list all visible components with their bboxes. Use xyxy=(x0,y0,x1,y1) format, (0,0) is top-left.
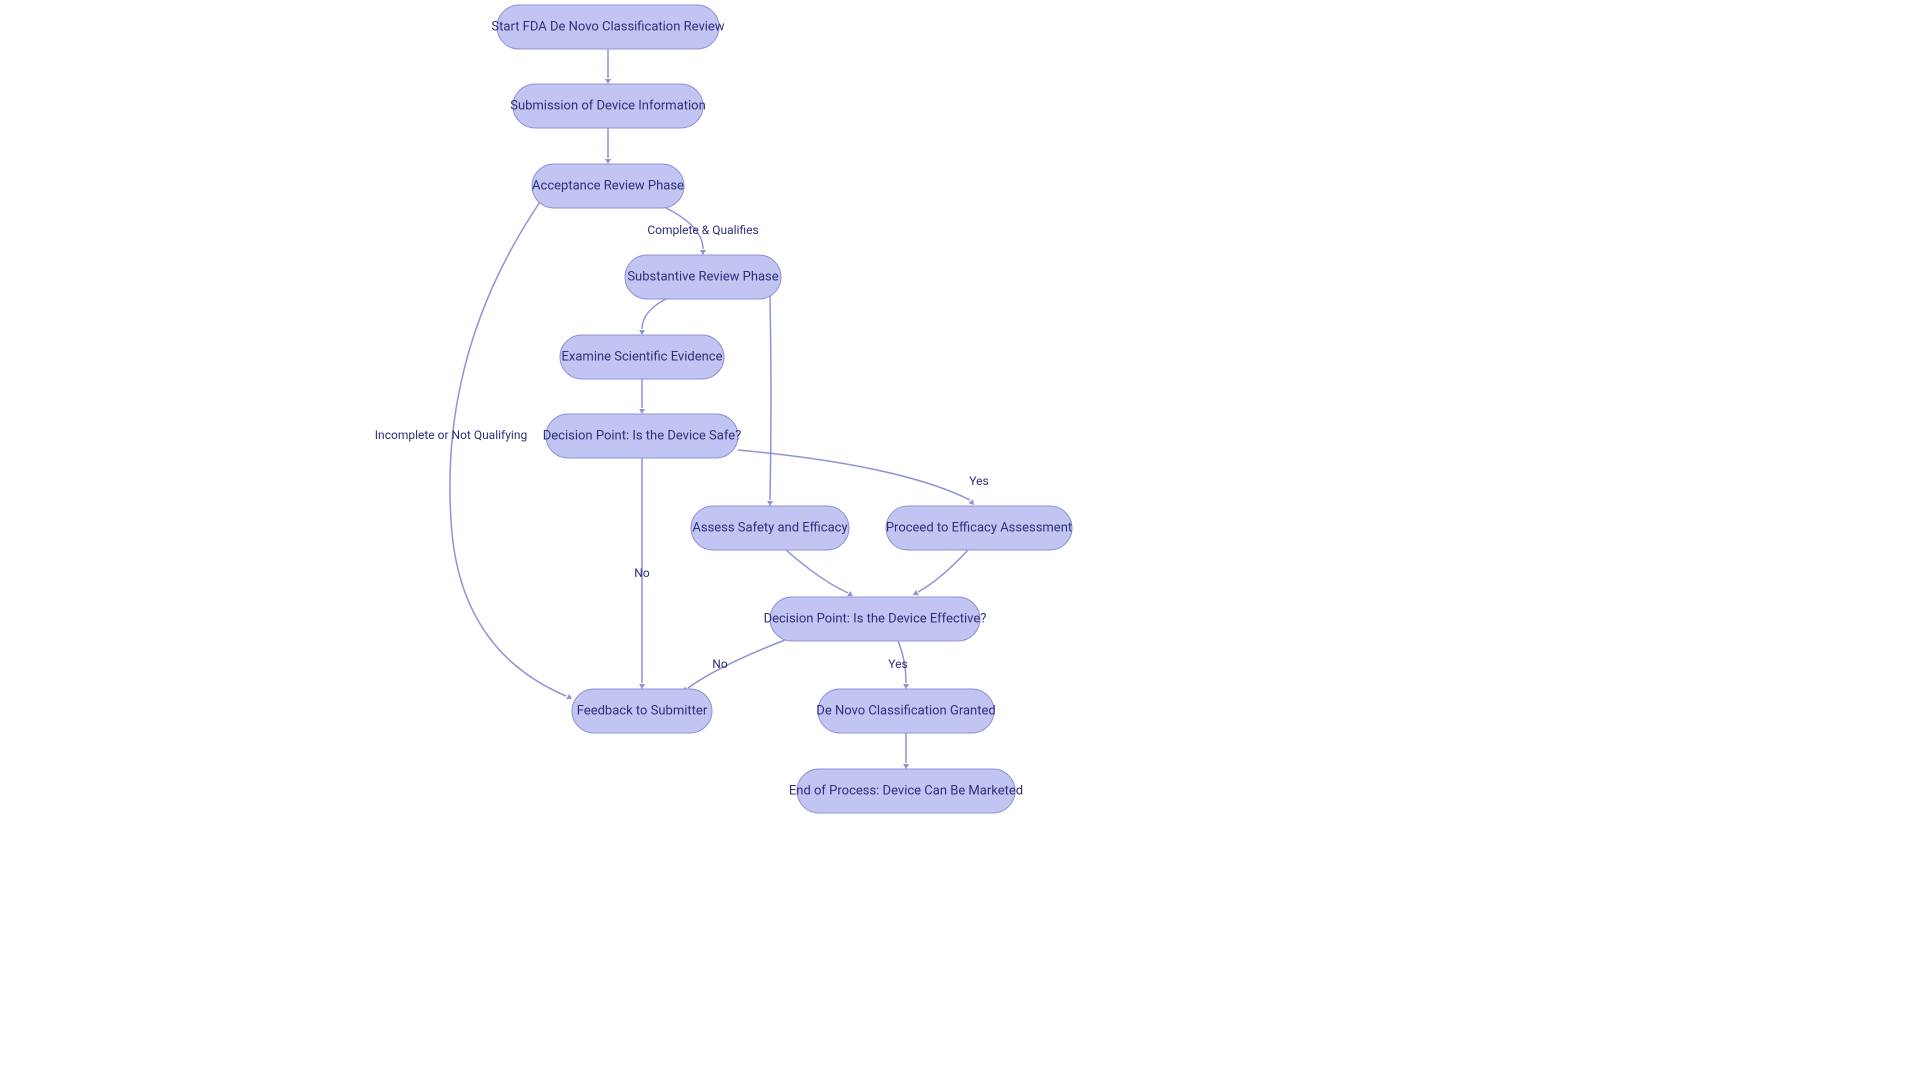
arrowhead-icon xyxy=(566,694,572,699)
arrowhead-icon xyxy=(903,764,909,769)
node-label-effective: Decision Point: Is the Device Effective? xyxy=(764,611,987,626)
node-examine: Examine Scientific Evidence xyxy=(560,335,724,379)
edge-subst-examine xyxy=(642,297,670,329)
node-submit: Submission of Device Information xyxy=(510,84,706,128)
node-label-feedback: Feedback to Submitter xyxy=(577,703,708,718)
arrowhead-icon xyxy=(700,250,706,255)
node-label-safe: Decision Point: Is the Device Safe? xyxy=(543,428,742,443)
node-label-examine: Examine Scientific Evidence xyxy=(562,349,723,364)
arrowhead-icon xyxy=(913,590,919,595)
node-label-assess: Assess Safety and Efficacy xyxy=(692,520,847,535)
arrowhead-icon xyxy=(639,409,645,414)
node-accept: Acceptance Review Phase xyxy=(532,164,684,208)
node-label-subst: Substantive Review Phase xyxy=(627,269,778,284)
edge-subst-assess xyxy=(770,296,771,500)
node-label-proceed: Proceed to Efficacy Assessment xyxy=(886,520,1072,535)
edge-effective-feedback xyxy=(688,638,790,688)
nodes-group: Start FDA De Novo Classification Review S… xyxy=(491,5,1072,813)
node-assess: Assess Safety and Efficacy xyxy=(691,506,849,550)
edge-safe-proceed xyxy=(738,450,970,500)
edge-label-accept-feedback: Incomplete or Not Qualifying xyxy=(375,428,527,442)
arrowhead-icon xyxy=(903,684,909,689)
node-feedback: Feedback to Submitter xyxy=(572,689,712,733)
node-label-start: Start FDA De Novo Classification Review xyxy=(491,19,724,34)
arrowhead-icon xyxy=(847,591,853,596)
node-granted: De Novo Classification Granted xyxy=(816,689,995,733)
arrowhead-icon xyxy=(639,330,645,335)
node-subst: Substantive Review Phase xyxy=(625,255,781,299)
edge-label-safe-proceed: Yes xyxy=(969,474,988,488)
edge-accept-feedback xyxy=(450,202,566,696)
node-label-accept: Acceptance Review Phase xyxy=(532,178,684,193)
node-label-end: End of Process: Device Can Be Marketed xyxy=(789,783,1023,798)
edge-assess-effective xyxy=(786,550,848,593)
node-start: Start FDA De Novo Classification Review xyxy=(491,5,724,49)
node-end: End of Process: Device Can Be Marketed xyxy=(789,769,1023,813)
edge-label-effective-feedback: No xyxy=(712,657,728,671)
edge-label-safe-feedback: No xyxy=(634,566,650,580)
edge-proceed-effective xyxy=(918,550,968,592)
node-safe: Decision Point: Is the Device Safe? xyxy=(543,414,742,458)
edge-label-accept-subst: Complete & Qualifies xyxy=(647,223,758,237)
node-label-granted: De Novo Classification Granted xyxy=(816,703,995,718)
node-effective: Decision Point: Is the Device Effective? xyxy=(764,597,987,641)
node-label-submit: Submission of Device Information xyxy=(510,98,706,113)
node-proceed: Proceed to Efficacy Assessment xyxy=(886,506,1072,550)
arrowhead-icon xyxy=(767,501,773,506)
arrowhead-icon xyxy=(605,79,611,84)
edge-label-effective-granted: Yes xyxy=(888,657,907,671)
arrowhead-icon xyxy=(605,159,611,164)
arrowhead-icon xyxy=(639,684,645,689)
